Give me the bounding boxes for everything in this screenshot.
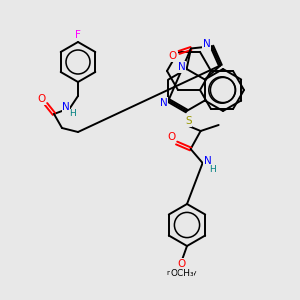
Text: N: N bbox=[178, 62, 185, 72]
Text: H: H bbox=[70, 110, 76, 118]
Text: N: N bbox=[204, 156, 212, 166]
Text: O: O bbox=[37, 94, 45, 104]
Text: O: O bbox=[178, 259, 186, 269]
Text: OCH₃: OCH₃ bbox=[170, 268, 194, 278]
Text: N: N bbox=[160, 98, 167, 107]
Text: O: O bbox=[169, 52, 177, 61]
Text: methoxy: methoxy bbox=[167, 270, 197, 276]
Text: N: N bbox=[62, 102, 70, 112]
Text: N: N bbox=[203, 39, 211, 49]
Text: S: S bbox=[185, 116, 192, 126]
Text: O: O bbox=[167, 132, 176, 142]
Text: F: F bbox=[75, 30, 81, 40]
Text: H: H bbox=[209, 164, 216, 173]
